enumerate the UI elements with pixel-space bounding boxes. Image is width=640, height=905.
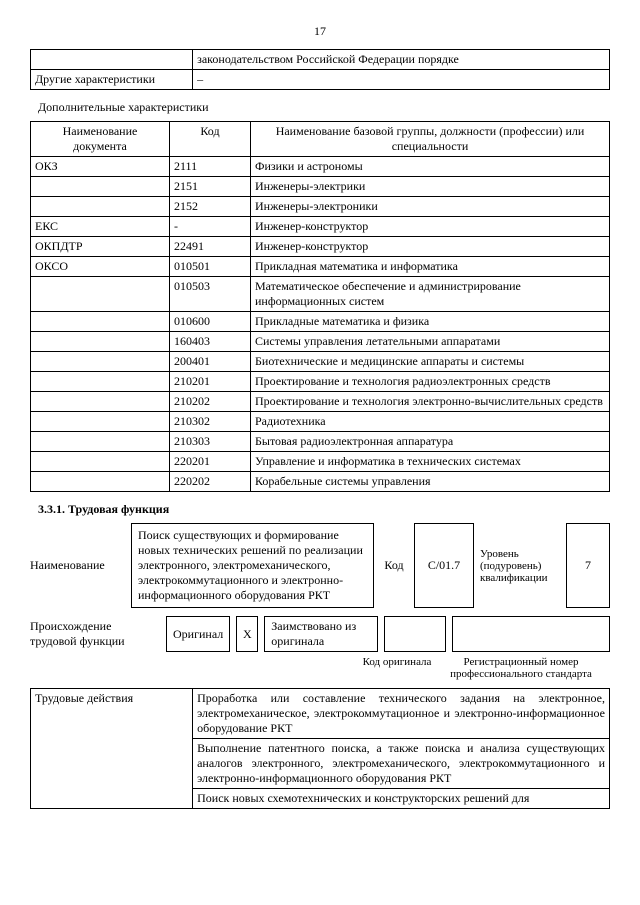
table-cell <box>31 472 170 492</box>
func-text: Поиск существующих и формирование новых … <box>131 523 374 608</box>
origin-sub1: Код оригинала <box>362 656 432 680</box>
table-cell: ЕКС <box>31 217 170 237</box>
table-cell: 210202 <box>169 392 250 412</box>
table-cell <box>31 332 170 352</box>
func-code-label: Код <box>380 523 408 608</box>
table-cell <box>31 352 170 372</box>
table-cell: Проектирование и технология электронно-в… <box>251 392 610 412</box>
origin-borrowed: Заимствовано из оригинала <box>264 616 378 652</box>
origin-x: X <box>236 616 258 652</box>
table-cell: Системы управления летательными аппарата… <box>251 332 610 352</box>
table-cell: Бытовая радиоэлектронная аппаратура <box>251 432 610 452</box>
origin-original: Оригинал <box>166 616 230 652</box>
table-cell: Инженеры-электрики <box>251 177 610 197</box>
table-cell: 210302 <box>169 412 250 432</box>
table-cell: Математическое обеспечение и администрир… <box>251 277 610 312</box>
table-cell: Прикладная математика и информатика <box>251 257 610 277</box>
table-cell: Выполнение патентного поиска, а также по… <box>193 739 610 789</box>
table-cell: 220201 <box>169 452 250 472</box>
table-cell: ОКЗ <box>31 157 170 177</box>
table-cell: 2152 <box>169 197 250 217</box>
origin-sub2: Регистрационный номер профессионального … <box>432 656 610 680</box>
table-cell <box>31 452 170 472</box>
table-cell: Другие характеристики <box>31 70 193 90</box>
additional-title: Дополнительные характеристики <box>38 100 610 115</box>
table-cell <box>31 312 170 332</box>
table-cell <box>31 277 170 312</box>
table-cell: Поиск новых схемотехнических и конструкт… <box>193 789 610 809</box>
table-cell: 2151 <box>169 177 250 197</box>
table-cell <box>31 50 193 70</box>
table-cell: Инженер-конструктор <box>251 237 610 257</box>
table-cell: 010501 <box>169 257 250 277</box>
table-cell: Прикладные математика и физика <box>251 312 610 332</box>
table-header: Наименование документа <box>31 122 170 157</box>
origin-block: Происхождение трудовой функции Оригинал … <box>30 616 610 652</box>
actions-table: Трудовые действияПроработка или составле… <box>30 688 610 809</box>
table-cell: Проработка или составление технического … <box>193 689 610 739</box>
table-cell: Инженеры-электроники <box>251 197 610 217</box>
table-cell: ОКСО <box>31 257 170 277</box>
table-cell: 160403 <box>169 332 250 352</box>
table-cell: ОКПДТР <box>31 237 170 257</box>
func-level: 7 <box>566 523 610 608</box>
table-cell: законодательством Российской Федерации п… <box>193 50 610 70</box>
main-table: Наименование документаКодНаименование ба… <box>30 121 610 492</box>
func-label: Наименование <box>30 523 125 608</box>
table-header: Код <box>169 122 250 157</box>
table-cell: Корабельные системы управления <box>251 472 610 492</box>
origin-label: Происхождение трудовой функции <box>30 616 160 652</box>
table-cell <box>31 197 170 217</box>
origin-empty1 <box>384 616 446 652</box>
table-cell: - <box>169 217 250 237</box>
table-cell: 220202 <box>169 472 250 492</box>
table-cell: Физики и астрономы <box>251 157 610 177</box>
table-cell <box>31 177 170 197</box>
table-cell: Биотехнические и медицинские аппараты и … <box>251 352 610 372</box>
table-cell: 2111 <box>169 157 250 177</box>
table-cell: Инженер-конструктор <box>251 217 610 237</box>
table-cell <box>31 412 170 432</box>
origin-empty2 <box>452 616 610 652</box>
table-cell: 22491 <box>169 237 250 257</box>
actions-label: Трудовые действия <box>31 689 193 809</box>
func-level-label: Уровень (подуровень) квалификации <box>480 523 560 608</box>
table-cell: 200401 <box>169 352 250 372</box>
section-331: 3.3.1. Трудовая функция <box>38 502 610 517</box>
page-number: 17 <box>30 24 610 39</box>
table-cell: Управление и информатика в технических с… <box>251 452 610 472</box>
table-header: Наименование базовой группы, должности (… <box>251 122 610 157</box>
function-block: Наименование Поиск существующих и формир… <box>30 523 610 608</box>
table-cell <box>31 432 170 452</box>
table-cell: – <box>193 70 610 90</box>
table-cell: 210303 <box>169 432 250 452</box>
top-table: законодательством Российской Федерации п… <box>30 49 610 90</box>
origin-sub-labels: Код оригинала Регистрационный номер проф… <box>30 656 610 680</box>
table-cell <box>31 392 170 412</box>
func-code: C/01.7 <box>414 523 474 608</box>
table-cell: 010600 <box>169 312 250 332</box>
table-cell: Проектирование и технология радиоэлектро… <box>251 372 610 392</box>
table-cell: 010503 <box>169 277 250 312</box>
table-cell <box>31 372 170 392</box>
table-cell: 210201 <box>169 372 250 392</box>
table-cell: Радиотехника <box>251 412 610 432</box>
